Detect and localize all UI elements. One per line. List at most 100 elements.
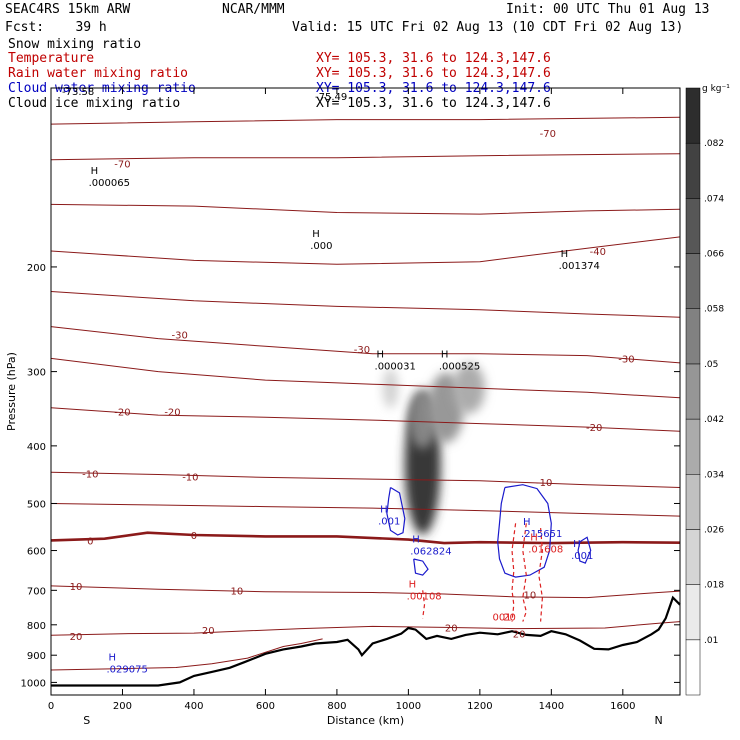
isotherm-label: -70 [540,129,556,140]
isotherm-label: -70 [114,160,130,171]
isotherm-line [50,638,323,671]
contour-labels: -70-70-40-30-30-30-20 -20-20-10 -10-100 010… [62,87,635,676]
isotherm-label: -10 [82,469,98,480]
y-tick-label: 800 [27,621,46,632]
cloud-ice-blob [382,368,399,409]
isotherm-label: 10 [524,591,537,602]
field-cloud-ice-xy: XY= 105.3, 31.6 to 124.3,147.6 [316,96,551,111]
isotherm-label: -30 [354,345,370,356]
isotherm--60 [50,153,681,161]
isotherm--30 [50,326,681,364]
max-value-label: .000031 [375,361,416,372]
terrain-profile [51,595,681,687]
max-value-label: .062824 [410,547,451,558]
colorbar-bin [685,418,701,475]
plot-frame [50,87,681,696]
y-tick-label: 500 [27,499,46,510]
field-temperature: Temperature [8,51,95,66]
x-tick-label: 1200 [467,701,492,712]
overlap-label: -73.58 [62,87,94,98]
colorbar-bin [685,363,701,420]
colorbar-tick-label: .034 [704,470,724,480]
colorbar-units: g kg⁻¹ [702,84,730,94]
isotherm-label: 0 [87,536,93,547]
isotherm-20 [50,621,681,636]
colorbar-tick-label: .026 [704,525,724,535]
max-marker: H [312,229,320,240]
x-tick-label: 1000 [396,701,421,712]
cloud-water-contour [497,484,552,578]
x-tick-label: 800 [327,701,346,712]
x-tick-label: 1400 [539,701,564,712]
field-rain: Rain water mixing ratio [8,66,189,81]
south-label: S [83,714,90,727]
rain-contour [511,523,517,622]
colorbar-bin [685,253,701,309]
x-tick-label: 600 [256,701,275,712]
isotherm-line [50,291,681,318]
isotherm--40 [50,236,681,265]
init-time: Init: 00 UTC Thu 01 Aug 13 [506,2,710,17]
plot-axes: 0 200 400 600 800 1000 1200 1400 160020030040050… [5,87,681,727]
field-snow: Snow mixing ratio [8,37,142,52]
max-value-label: .01608 [528,545,563,556]
max-value-label: .000 [310,241,332,252]
north-label: N [654,714,662,727]
isotherm-label: 20 [70,632,83,643]
field-cloud-ice: Cloud ice mixing ratio [8,96,181,111]
valid-time: Valid: 15 UTC Fri 02 Aug 13 (10 CDT Fri … [292,20,684,35]
colorbar-bin [685,308,701,365]
colorbar-bin [685,198,701,254]
max-marker: H [573,539,581,550]
colorbar-tick-label: .042 [704,415,724,425]
cloud-water-contour [413,558,429,576]
terrain-line [51,595,681,687]
x-tick-label: 0 [48,701,54,712]
max-value-label: .000525 [439,361,480,372]
y-axis-label: Pressure (hPa) [5,352,18,431]
isotherm-label: -30 [171,331,187,342]
isotherm-label: -40 [590,247,606,258]
x-tick-label: 1600 [610,701,635,712]
max-marker: H [377,349,385,360]
isotherm-label: 20 [445,623,458,634]
colorbar-bin [685,87,701,144]
max-marker: H [108,653,116,664]
isotherm-label: 20 [202,626,215,637]
isotherm-label: -10 [182,472,198,483]
x-tick-label: 400 [184,701,203,712]
max-value-label: 20 [503,612,516,623]
isotherm-label: -20 [164,407,180,418]
cloud-water-contour [386,486,406,536]
colorbar-tick-label: .01 [704,636,718,646]
x-axis-label: Distance (km) [327,714,404,727]
max-marker: H [561,249,569,260]
forecast-hour: Fcst: 39 h [5,20,107,35]
colorbar-tick-label: .082 [704,139,724,149]
isotherm--50 [50,203,681,215]
max-marker: H [91,166,99,177]
y-tick-label: 900 [27,651,46,662]
isotherm-label: -20 [586,423,602,434]
colorbar: .01 .018 .026 .034 .042 .05 .058 .066 .074 .082 g … [685,84,730,696]
field-rain-xy: XY= 105.3, 31.6 to 124.3,147.6 [316,66,551,81]
isotherm-label: -30 [618,354,634,365]
rain-contours [422,523,544,622]
colorbar-tick-label: .058 [704,305,724,315]
overlap-label: -75.49 [315,92,347,103]
isotherm--70 [50,116,681,125]
y-tick-label: 700 [27,586,46,597]
rain-contour [522,523,527,622]
max-value-label: .001374 [559,261,600,272]
max-value-label: .029075 [106,665,147,676]
colorbar-bin [685,142,701,199]
max-value-label: 001 [492,612,511,623]
x-tick-label: 200 [113,701,132,712]
y-tick-label: 600 [27,547,46,558]
isotherm--10 [50,471,681,488]
max-marker: H [530,533,538,544]
y-tick-label: 400 [27,442,46,453]
isotherm-0 [50,531,681,545]
colorbar-tick-label: .018 [704,581,724,591]
